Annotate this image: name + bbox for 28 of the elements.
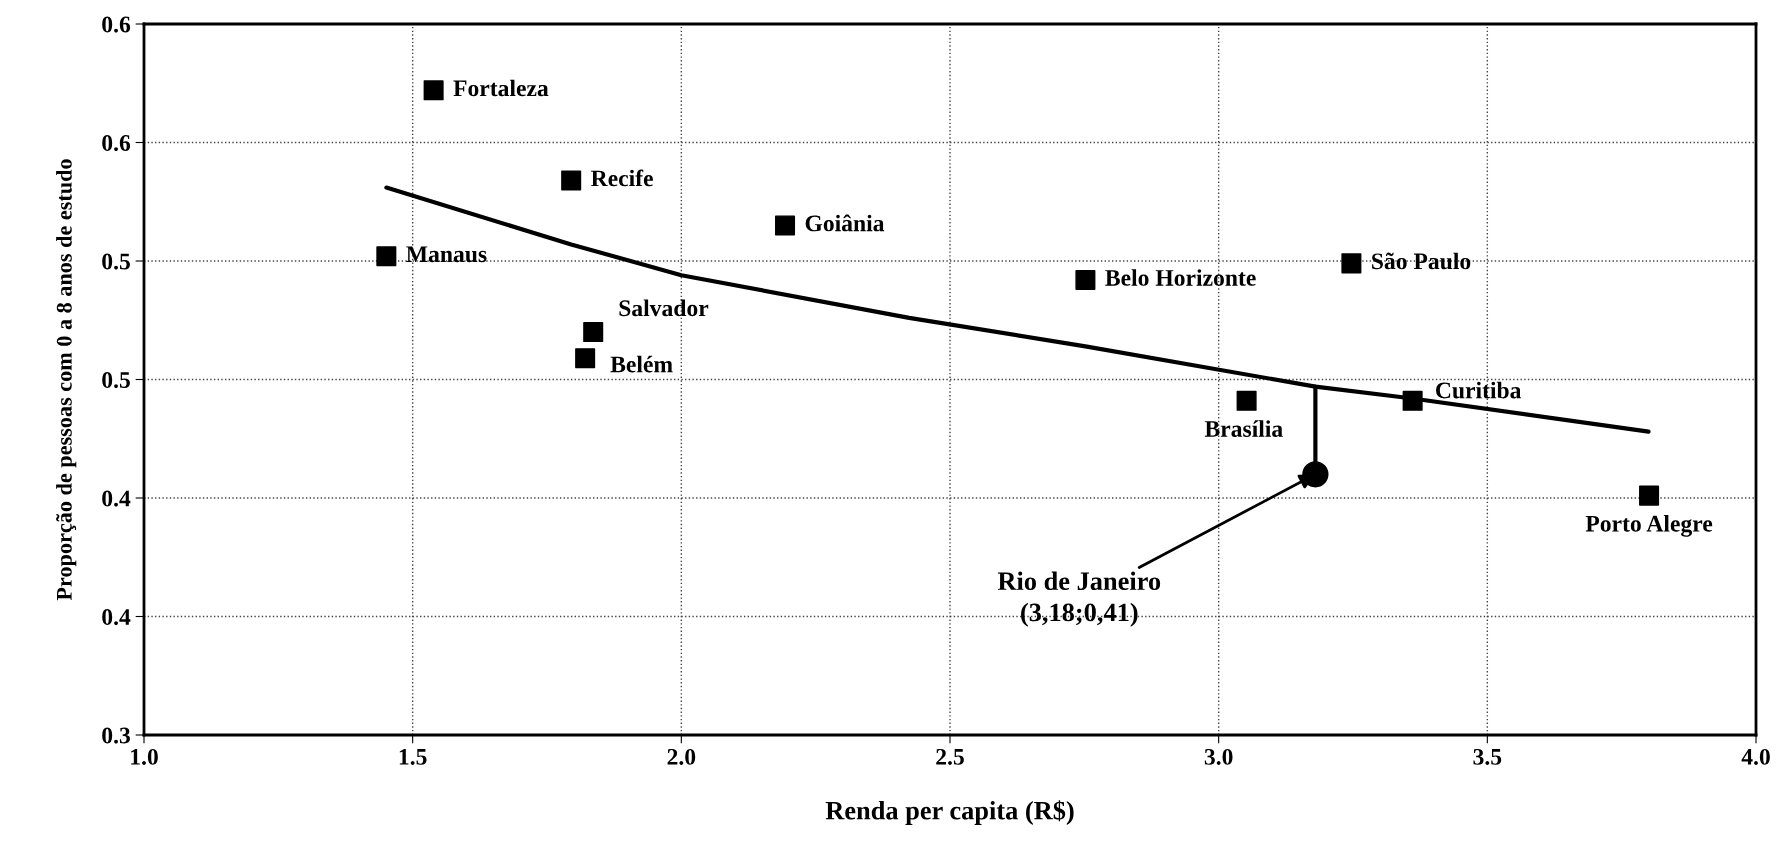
y-tick-label: 0.3: [102, 727, 130, 744]
annotation: Goiânia: [805, 214, 885, 232]
annotation: Rio de Janeiro (3,18;0,41): [997, 571, 1161, 627]
y-tick-label: 0.5: [102, 253, 130, 270]
annotation: Brasília: [1204, 420, 1283, 437]
annotation: Recife: [591, 169, 653, 187]
annotation: Manaus: [406, 246, 487, 263]
annotation: Porto Alegre: [1585, 515, 1713, 537]
y-tick-label: 0.4: [102, 490, 131, 507]
y-tick-label: 0.4: [102, 608, 131, 626]
annotation: Belo Horizonte: [1105, 269, 1256, 286]
y-axis-title: Proporção de pessoas com 0 a 8 anos de estudo: [56, 159, 77, 601]
annotation: Salvador: [619, 299, 709, 317]
y-tick-label: 0.6: [102, 134, 131, 152]
x-tick-label: 4.0: [1741, 748, 1770, 765]
x-tick-label: 2.5: [936, 748, 964, 765]
x-tick-label: 2.0: [667, 748, 696, 765]
x-axis-title: Renda per capita (R$): [825, 800, 1074, 825]
x-tick-label: 3.5: [1473, 748, 1502, 765]
y-tick-label: 0.6: [102, 16, 131, 33]
annotation: São Paulo: [1372, 252, 1471, 270]
x-tick-label: 1.5: [399, 748, 427, 765]
y-tick-label: 0.5: [102, 371, 130, 389]
x-tick-label: 3.0: [1204, 748, 1233, 765]
annotation: Curitiba: [1436, 381, 1522, 399]
annotation: Fortaleza: [453, 79, 549, 97]
annotation: Belém: [610, 355, 673, 373]
x-tick-label: 1.0: [131, 748, 158, 765]
